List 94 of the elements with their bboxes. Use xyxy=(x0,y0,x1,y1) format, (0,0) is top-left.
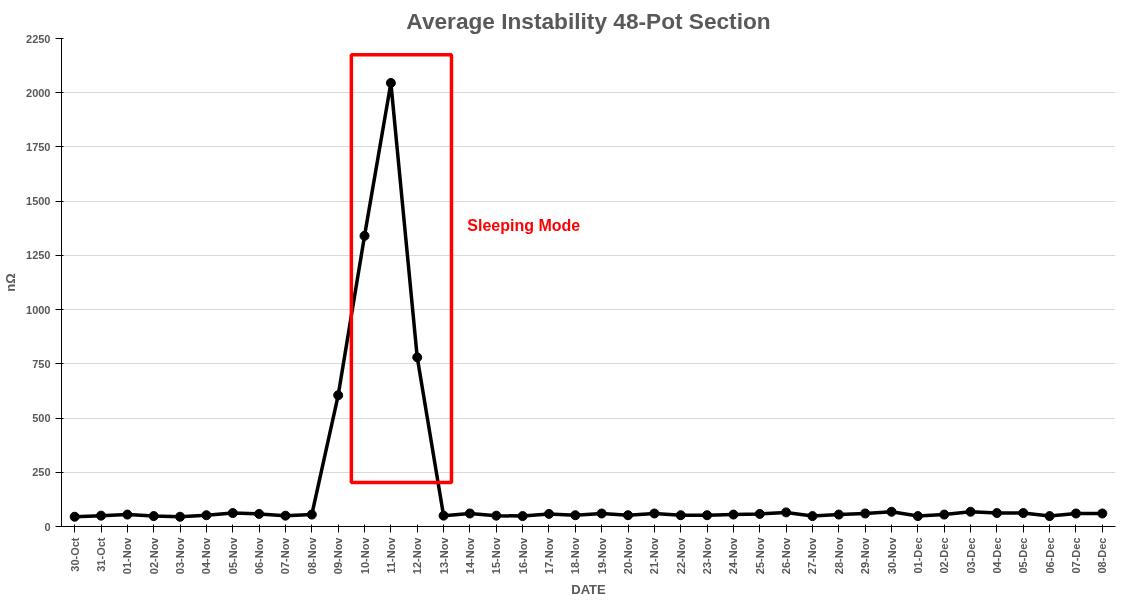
x-tick-label: 31-Oct xyxy=(95,537,108,572)
point xyxy=(1097,508,1108,519)
x-tick-label: 22-Nov xyxy=(674,536,687,575)
x-tick-label: 04-Nov xyxy=(200,536,213,575)
y-tick-label: 1750 xyxy=(26,140,51,153)
x-tick-label: 25-Nov xyxy=(753,536,766,575)
point xyxy=(412,352,423,363)
point xyxy=(833,509,844,520)
y-tick-label: 0 xyxy=(44,520,51,533)
x-tick-label: 26-Nov xyxy=(780,536,793,575)
x-tick-label: 06-Nov xyxy=(253,536,266,575)
point xyxy=(359,230,370,241)
y-tick-label: 750 xyxy=(32,357,51,370)
x-tick-label: 02-Dec xyxy=(938,537,951,574)
point xyxy=(702,510,713,521)
point xyxy=(1018,508,1029,519)
y-tick-label: 1500 xyxy=(26,195,51,208)
point xyxy=(227,508,238,519)
y-tick-label: 2250 xyxy=(26,32,51,45)
x-tick-label: 05-Nov xyxy=(226,536,239,575)
x-tick-label: 30-Oct xyxy=(68,537,81,572)
point xyxy=(1044,511,1055,522)
point xyxy=(675,510,686,521)
point xyxy=(570,510,581,521)
x-tick-label: 07-Dec xyxy=(1069,537,1082,574)
x-tick-label: 18-Nov xyxy=(569,536,582,575)
point xyxy=(728,509,739,520)
x-tick-label: 07-Nov xyxy=(279,536,292,575)
point xyxy=(649,508,660,519)
point xyxy=(860,508,871,519)
point xyxy=(148,511,159,522)
point xyxy=(781,507,792,518)
x-tick-label: 29-Nov xyxy=(859,536,872,575)
y-tick-label: 500 xyxy=(32,412,51,425)
point xyxy=(807,511,818,522)
point xyxy=(939,509,950,520)
point xyxy=(623,510,634,521)
point xyxy=(175,511,186,522)
point xyxy=(1070,508,1081,519)
x-tick-label: 13-Nov xyxy=(437,536,450,575)
x-tick-label: 20-Nov xyxy=(622,536,635,575)
x-tick-label: 21-Nov xyxy=(648,536,661,575)
point xyxy=(96,510,107,521)
y-axis-title: nΩ xyxy=(3,273,19,292)
x-tick-label: 05-Dec xyxy=(1017,537,1030,574)
x-tick-label: 08-Dec xyxy=(1096,537,1109,574)
point xyxy=(333,390,344,401)
point xyxy=(280,510,291,521)
point xyxy=(491,510,502,521)
x-tick-label: 28-Nov xyxy=(832,536,845,575)
y-tick-label: 1250 xyxy=(26,249,51,262)
x-tick-label: 09-Nov xyxy=(332,536,345,575)
x-tick-label: 27-Nov xyxy=(806,536,819,575)
point xyxy=(201,510,212,521)
y-tick-label: 1000 xyxy=(26,303,51,316)
x-tick-label: 03-Dec xyxy=(964,537,977,574)
x-tick-label: 04-Dec xyxy=(990,537,1003,574)
x-tick-label: 14-Nov xyxy=(463,536,476,575)
point xyxy=(385,77,396,88)
x-tick-label: 23-Nov xyxy=(701,536,714,575)
x-tick-label: 12-Nov xyxy=(411,536,424,575)
point xyxy=(306,509,317,520)
x-tick-label: 30-Nov xyxy=(885,536,898,575)
point xyxy=(965,506,976,517)
point xyxy=(464,508,475,519)
point xyxy=(254,508,265,519)
x-tick-label: 15-Nov xyxy=(490,536,503,575)
point xyxy=(122,509,133,520)
y-tick-label: 2000 xyxy=(26,86,51,99)
point xyxy=(438,510,449,521)
point xyxy=(517,511,528,522)
point xyxy=(754,508,765,519)
x-tick-label: 16-Nov xyxy=(516,536,529,575)
chart-title: Average Instability 48-Pot Section xyxy=(406,7,771,34)
point xyxy=(543,508,554,519)
point xyxy=(596,508,607,519)
annotation: Sleeping Mode xyxy=(467,216,581,234)
x-tick-label: 11-Nov xyxy=(384,536,397,574)
x-tick-label: 24-Nov xyxy=(727,536,740,575)
x-tick-label: 19-Nov xyxy=(595,536,608,575)
x-tick-label: 01-Nov xyxy=(121,536,134,575)
x-tick-label: 06-Dec xyxy=(1043,537,1056,574)
x-tick-label: 08-Nov xyxy=(305,536,318,575)
point xyxy=(991,508,1002,519)
y-tick-label: 250 xyxy=(32,466,51,479)
x-tick-label: 17-Nov xyxy=(542,536,555,575)
x-tick-label: 03-Nov xyxy=(174,536,187,575)
point xyxy=(912,511,923,522)
x-tick-label: 10-Nov xyxy=(358,536,371,575)
point xyxy=(69,511,80,522)
x-axis-title: DATE xyxy=(571,582,607,598)
point xyxy=(886,506,897,517)
x-tick-label: 02-Nov xyxy=(147,536,160,575)
x-tick-label: 01-Dec xyxy=(911,537,924,574)
